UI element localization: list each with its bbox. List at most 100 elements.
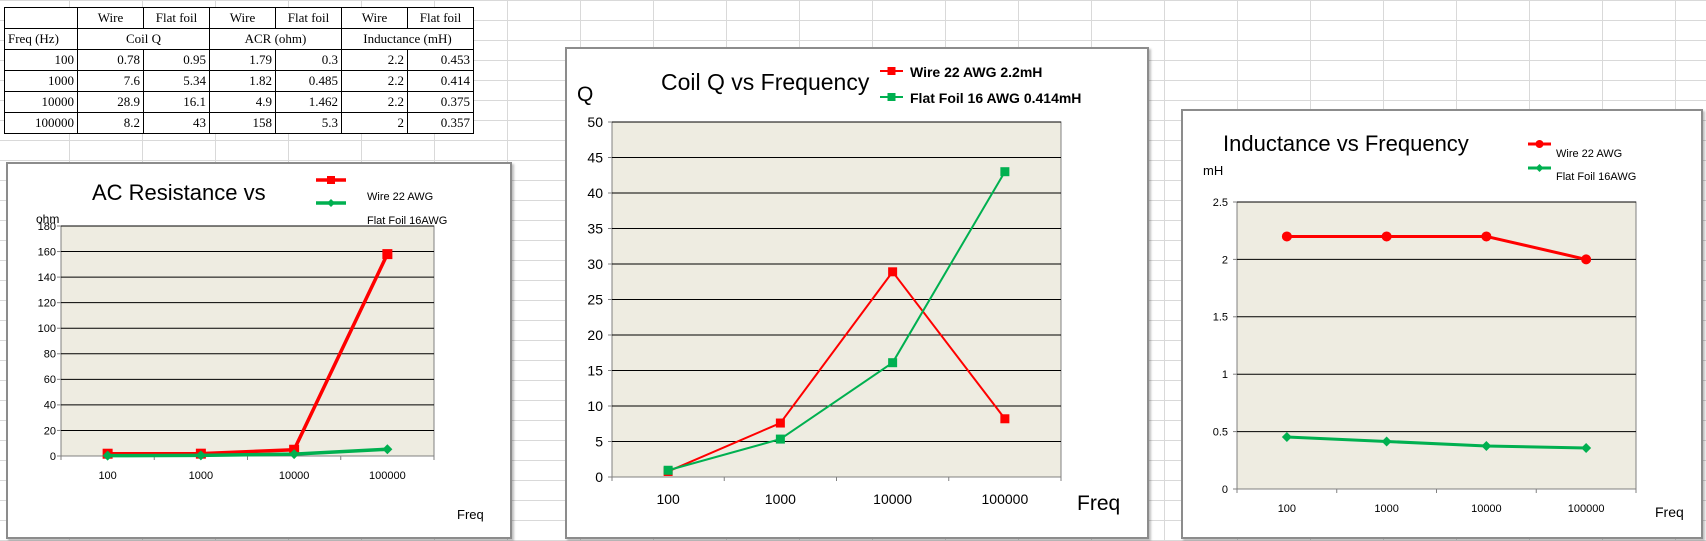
plot-area (1236, 201, 1637, 490)
y-axis-label: ohm (36, 212, 59, 226)
table-row: Freq (Hz) Coil Q ACR (ohm) Inductance (m… (4, 28, 474, 50)
table-cell[interactable]: 10000 (4, 91, 78, 113)
data-point (1481, 440, 1492, 451)
y-tick-label: 15 (587, 362, 603, 378)
y-tick-label: 2 (1222, 254, 1228, 266)
table-cell[interactable]: 2.2 (341, 70, 408, 92)
table-cell[interactable]: 28.9 (77, 91, 144, 113)
data-point (1281, 231, 1292, 242)
table-cell[interactable]: ACR (ohm) (209, 28, 342, 50)
data-point (195, 450, 206, 461)
y-tick-label: 45 (587, 149, 603, 165)
table-cell[interactable]: Wire (209, 7, 276, 29)
y-tick-label: 80 (44, 349, 56, 361)
table-cell[interactable]: 2 (341, 112, 408, 134)
y-tick-label: 0 (50, 451, 56, 463)
y-tick-label: 5 (595, 433, 603, 449)
table-cell[interactable]: 43 (143, 112, 210, 134)
legend-marker (327, 199, 335, 207)
x-tick-label: 10000 (873, 491, 912, 507)
table-cell[interactable]: 0.3 (275, 49, 342, 71)
table-cell[interactable]: 8.2 (77, 112, 144, 134)
x-tick-label: 100 (98, 470, 116, 482)
table-cell[interactable]: Wire (77, 7, 144, 29)
series-line (107, 447, 388, 458)
data-table: Wire Flat foil Wire Flat foil Wire Flat … (4, 7, 474, 134)
legend-marker (1535, 164, 1544, 172)
y-tick-label: 0 (1222, 484, 1228, 496)
data-point (382, 444, 393, 455)
data-point (382, 249, 393, 260)
y-tick-label: 0.5 (1213, 426, 1228, 438)
legend-label-wire: Wire 22 AWG 2.2mH (910, 64, 1042, 80)
y-tick-label: 180 (38, 221, 56, 233)
series-line (107, 253, 389, 456)
table-cell[interactable]: 0.375 (407, 91, 474, 113)
data-point (1381, 231, 1392, 242)
chart-ac-resistance[interactable]: AC Resistance vs ohm Freq Wire 22 AWG Fl… (6, 162, 512, 539)
table-cell[interactable]: 4.9 (209, 91, 276, 113)
table-cell[interactable]: Coil Q (77, 28, 210, 50)
y-tick-label: 1.5 (1213, 312, 1228, 324)
table-cell[interactable]: Flat foil (143, 7, 210, 29)
chart-inductance-svg: Inductance vs Frequency mH Freq Wire 22 … (1203, 131, 1684, 520)
table-cell[interactable]: 2.2 (341, 91, 408, 113)
table-cell[interactable]: 2.2 (341, 49, 408, 71)
y-tick-label: 100 (38, 323, 56, 335)
y-tick-label: 120 (38, 298, 56, 310)
table-cell[interactable]: 5.3 (275, 112, 342, 134)
table-row: 10000 28.9 16.1 4.9 1.462 2.2 0.375 (4, 91, 474, 113)
y-tick-label: 50 (587, 114, 603, 130)
legend-marker (887, 67, 896, 75)
series-line (667, 171, 1006, 472)
table-cell[interactable]: Wire (341, 7, 408, 29)
data-point (102, 450, 113, 461)
table-cell[interactable]: 0.414 (407, 70, 474, 92)
legend-label-foil: Flat Foil 16AWG (367, 215, 447, 227)
y-tick-label: 30 (587, 256, 603, 272)
table-cell[interactable]: Flat foil (275, 7, 342, 29)
plot-area (60, 225, 435, 457)
table-row: 100 0.78 0.95 1.79 0.3 2.2 0.453 (4, 49, 474, 71)
data-point (1000, 414, 1010, 424)
chart-coil-q-svg: Coil Q vs Frequency Q Freq Wire 22 AWG 2… (577, 64, 1120, 515)
x-tick-label: 100 (1278, 503, 1296, 515)
table-cell[interactable]: 1000 (4, 70, 78, 92)
y-tick-label: 10 (587, 398, 603, 414)
data-point (888, 358, 898, 368)
table-cell[interactable] (4, 7, 78, 29)
table-cell[interactable]: 16.1 (143, 91, 210, 113)
table-cell[interactable]: Freq (Hz) (4, 28, 78, 50)
table-cell[interactable]: Inductance (mH) (341, 28, 474, 50)
y-tick-label: 1 (1222, 369, 1228, 381)
data-point (1481, 231, 1492, 242)
table-cell[interactable]: 7.6 (77, 70, 144, 92)
table-cell[interactable]: 0.485 (275, 70, 342, 92)
table-cell[interactable]: 158 (209, 112, 276, 134)
data-point (888, 267, 898, 277)
x-tick-label: 1000 (765, 491, 796, 507)
table-cell[interactable]: 0.357 (407, 112, 474, 134)
legend-label-foil: Flat Foil 16AWG (1556, 171, 1636, 183)
table-cell[interactable]: 0.95 (143, 49, 210, 71)
table-cell[interactable]: 0.453 (407, 49, 474, 71)
legend-marker (327, 176, 335, 184)
legend-label-wire: Wire 22 AWG (367, 191, 433, 203)
table-cell[interactable]: 100000 (4, 112, 78, 134)
chart-coil-q[interactable]: Coil Q vs Frequency Q Freq Wire 22 AWG 2… (565, 47, 1149, 539)
x-tick-label: 100000 (1568, 503, 1605, 515)
data-point (775, 418, 785, 428)
chart-inductance[interactable]: Inductance vs Frequency mH Freq Wire 22 … (1181, 109, 1703, 539)
table-cell[interactable]: 0.78 (77, 49, 144, 71)
table-cell[interactable]: 5.34 (143, 70, 210, 92)
data-point (289, 449, 300, 460)
table-cell[interactable]: 1.462 (275, 91, 342, 113)
x-tick-label: 100000 (982, 491, 1029, 507)
chart-title: Coil Q vs Frequency (661, 69, 870, 95)
table-cell[interactable]: 1.79 (209, 49, 276, 71)
legend-marker (887, 93, 896, 101)
table-cell[interactable]: Flat foil (407, 7, 474, 29)
table-cell[interactable]: 1.82 (209, 70, 276, 92)
x-tick-label: 100000 (369, 470, 406, 482)
table-cell[interactable]: 100 (4, 49, 78, 71)
